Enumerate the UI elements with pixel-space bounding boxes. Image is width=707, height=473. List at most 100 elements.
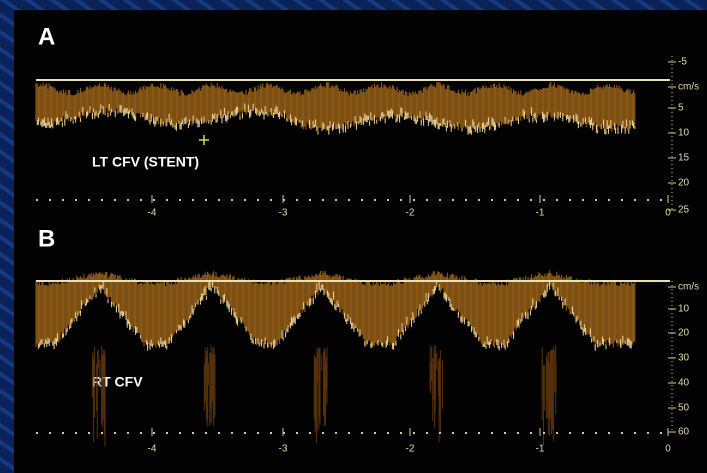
time-dot	[179, 199, 181, 201]
time-dot	[426, 432, 428, 434]
time-dot	[660, 199, 662, 201]
time-dot	[569, 432, 571, 434]
time-dot	[335, 199, 337, 201]
time-label: -4	[148, 208, 157, 219]
time-dot	[140, 199, 142, 201]
time-dot	[504, 199, 506, 201]
time-dot	[660, 432, 662, 434]
time-dot	[88, 199, 90, 201]
panel-label: A	[38, 23, 55, 50]
time-dot	[595, 199, 597, 201]
velocity-label: 10	[678, 128, 690, 139]
time-dot	[517, 432, 519, 434]
time-dot	[491, 432, 493, 434]
time-dot	[218, 199, 220, 201]
velocity-label: 5	[678, 103, 684, 114]
time-dot	[556, 199, 558, 201]
time-dot	[582, 432, 584, 434]
time-dot	[647, 199, 649, 201]
time-dot	[49, 432, 51, 434]
time-dot	[75, 199, 77, 201]
time-dot	[413, 199, 415, 201]
time-dot	[478, 432, 480, 434]
time-dot	[530, 432, 532, 434]
velocity-label: 40	[678, 378, 690, 389]
time-dot	[62, 432, 64, 434]
panel-label: B	[38, 225, 55, 252]
time-dot	[478, 199, 480, 201]
time-label: -1	[536, 444, 545, 455]
time-dot	[296, 432, 298, 434]
time-dot	[569, 199, 571, 201]
time-dot	[647, 432, 649, 434]
time-dot	[101, 199, 103, 201]
time-dot	[127, 199, 129, 201]
time-dot	[374, 432, 376, 434]
time-dot	[439, 432, 441, 434]
time-dot	[517, 199, 519, 201]
ultrasound-figure: A LT CFV (STENT) -4-3-2-10-5cm/s51015202…	[0, 0, 707, 473]
time-dot	[309, 432, 311, 434]
time-dot	[166, 432, 168, 434]
time-dot	[75, 432, 77, 434]
time-dot	[231, 199, 233, 201]
time-dot	[244, 199, 246, 201]
time-label: -1	[536, 208, 545, 219]
time-dot	[400, 432, 402, 434]
time-dot	[634, 432, 636, 434]
time-dot	[127, 432, 129, 434]
time-dot	[218, 432, 220, 434]
time-dot	[166, 199, 168, 201]
velocity-label: 20	[678, 328, 690, 339]
time-dot	[257, 432, 259, 434]
time-dot	[361, 199, 363, 201]
time-dot	[88, 432, 90, 434]
time-dot	[543, 432, 545, 434]
time-dot	[439, 199, 441, 201]
time-dot	[205, 432, 207, 434]
time-dot	[387, 432, 389, 434]
time-dot	[257, 199, 259, 201]
time-dot	[114, 432, 116, 434]
time-label: -3	[279, 444, 288, 455]
time-dot	[153, 432, 155, 434]
velocity-label: 60	[678, 427, 690, 438]
velocity-label: -5	[678, 57, 687, 68]
velocity-label: 20	[678, 178, 690, 189]
time-dot	[582, 199, 584, 201]
time-label: -3	[279, 208, 288, 219]
time-dot	[296, 199, 298, 201]
time-label: -2	[406, 208, 415, 219]
time-dot	[270, 432, 272, 434]
time-dot	[309, 199, 311, 201]
time-dot	[608, 432, 610, 434]
time-dot	[361, 432, 363, 434]
time-dot	[62, 199, 64, 201]
time-label: -4	[148, 444, 157, 455]
time-dot	[621, 432, 623, 434]
time-dot	[270, 199, 272, 201]
time-dot	[452, 432, 454, 434]
time-dot	[322, 199, 324, 201]
time-dot	[530, 199, 532, 201]
time-dot	[205, 199, 207, 201]
time-dot	[231, 432, 233, 434]
time-dot	[543, 199, 545, 201]
velocity-label: 10	[678, 304, 690, 315]
time-dot	[114, 199, 116, 201]
time-dot	[595, 432, 597, 434]
time-label: -2	[406, 444, 415, 455]
time-dot	[504, 432, 506, 434]
time-dot	[348, 432, 350, 434]
time-dot	[621, 199, 623, 201]
time-dot	[491, 199, 493, 201]
time-dot	[452, 199, 454, 201]
time-dot	[335, 432, 337, 434]
velocity-label: 50	[678, 403, 690, 414]
time-dot	[101, 432, 103, 434]
time-dot	[36, 199, 38, 201]
vessel-label: LT CFV (STENT)	[92, 154, 199, 170]
time-dot	[179, 432, 181, 434]
time-dot	[36, 432, 38, 434]
time-dot	[49, 199, 51, 201]
